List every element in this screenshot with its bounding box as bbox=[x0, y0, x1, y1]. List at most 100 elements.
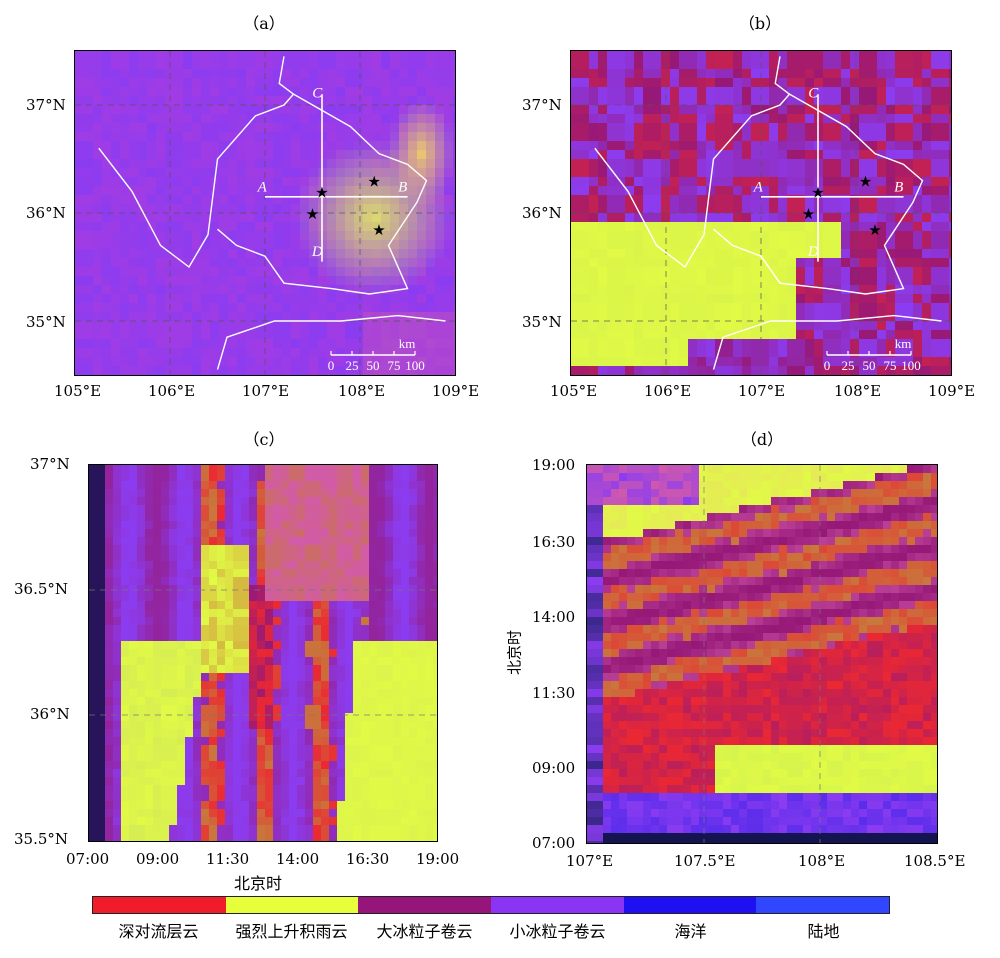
heat-cell bbox=[385, 577, 394, 586]
heat-cell bbox=[300, 78, 310, 88]
heat-cell bbox=[313, 521, 322, 530]
heat-cell bbox=[841, 69, 851, 79]
heat-cell bbox=[273, 673, 282, 682]
heat-cell bbox=[688, 231, 698, 241]
heat-cell bbox=[393, 593, 402, 602]
heat-cell bbox=[877, 60, 887, 70]
heat-cell bbox=[210, 357, 220, 367]
heat-cell bbox=[805, 204, 815, 214]
heat-cell bbox=[733, 87, 743, 97]
heat-cell bbox=[949, 240, 951, 250]
heat-cell bbox=[93, 366, 103, 375]
heat-cell bbox=[589, 258, 599, 268]
heat-cell bbox=[300, 69, 310, 79]
heat-cell bbox=[940, 168, 950, 178]
heat-cell bbox=[138, 222, 148, 232]
heat-cell bbox=[435, 96, 445, 106]
heat-cell bbox=[913, 348, 923, 358]
heat-cell bbox=[850, 330, 860, 340]
heat-cell bbox=[444, 348, 454, 358]
heat-cell bbox=[185, 545, 194, 554]
heat-cell bbox=[120, 258, 130, 268]
heat-cell bbox=[409, 761, 418, 770]
heat-cell bbox=[153, 705, 162, 714]
heat-cell bbox=[715, 249, 725, 259]
heat-cell bbox=[281, 713, 290, 722]
heat-cell bbox=[193, 529, 202, 538]
heat-cell bbox=[273, 561, 282, 570]
heat-cell bbox=[625, 87, 635, 97]
heat-cell bbox=[210, 96, 220, 106]
heat-cell bbox=[265, 649, 274, 658]
heat-cell bbox=[607, 186, 617, 196]
heat-cell bbox=[922, 114, 932, 124]
heat-cell bbox=[913, 141, 923, 151]
heat-cell bbox=[393, 721, 402, 730]
heat-cell bbox=[805, 132, 815, 142]
heat-cell bbox=[249, 665, 258, 674]
heat-cell bbox=[233, 705, 242, 714]
heat-cell bbox=[435, 366, 445, 375]
heat-cell bbox=[147, 348, 157, 358]
heat-cell bbox=[363, 276, 373, 286]
heat-cell bbox=[381, 285, 391, 295]
heat-cell bbox=[401, 489, 410, 498]
heat-cell bbox=[297, 473, 306, 482]
heat-cell bbox=[931, 240, 941, 250]
heat-cell bbox=[97, 529, 106, 538]
heat-cell bbox=[401, 697, 410, 706]
heat-cell bbox=[89, 585, 98, 594]
heat-cell bbox=[255, 276, 265, 286]
heat-cell bbox=[417, 132, 427, 142]
heat-cell bbox=[201, 231, 211, 241]
heat-cell bbox=[372, 330, 382, 340]
heat-cell bbox=[282, 249, 292, 259]
heat-cell bbox=[913, 177, 923, 187]
heat-cell bbox=[751, 339, 761, 349]
heat-cell bbox=[733, 258, 743, 268]
heat-cell bbox=[264, 231, 274, 241]
heat-cell bbox=[138, 168, 148, 178]
heat-cell bbox=[742, 177, 752, 187]
heat-cell bbox=[895, 294, 905, 304]
heat-cell bbox=[102, 303, 112, 313]
heat-cell bbox=[589, 348, 599, 358]
heat-cell bbox=[305, 649, 314, 658]
heat-cell bbox=[417, 497, 426, 506]
heat-cell bbox=[129, 657, 138, 666]
heat-cell bbox=[105, 505, 114, 514]
heat-cell bbox=[733, 321, 743, 331]
heat-cell bbox=[228, 294, 238, 304]
heat-cell bbox=[185, 513, 194, 522]
heat-cell bbox=[625, 240, 635, 250]
heat-cell bbox=[336, 357, 346, 367]
heat-cell bbox=[444, 321, 454, 331]
heat-cell bbox=[426, 141, 436, 151]
heat-cell bbox=[129, 213, 139, 223]
heat-cell bbox=[113, 577, 122, 586]
heat-cell bbox=[409, 481, 418, 490]
heat-cell bbox=[922, 87, 932, 97]
heat-cell bbox=[913, 294, 923, 304]
heat-cell bbox=[217, 705, 226, 714]
heat-cell bbox=[399, 339, 409, 349]
heat-cell bbox=[120, 348, 130, 358]
heat-cell bbox=[289, 489, 298, 498]
heat-cell bbox=[129, 593, 138, 602]
heat-cell bbox=[453, 231, 455, 241]
heat-cell bbox=[363, 240, 373, 250]
heat-cell bbox=[697, 168, 707, 178]
heat-cell bbox=[84, 141, 94, 151]
heat-cell bbox=[931, 168, 941, 178]
heat-cell bbox=[670, 114, 680, 124]
heat-cell bbox=[652, 78, 662, 88]
heat-cell bbox=[814, 348, 824, 358]
heat-cell bbox=[153, 649, 162, 658]
heat-cell bbox=[634, 276, 644, 286]
heat-cell bbox=[643, 222, 653, 232]
heat-cell bbox=[273, 267, 283, 277]
heat-cell bbox=[97, 753, 106, 762]
heat-cell bbox=[940, 285, 950, 295]
heat-cell bbox=[607, 276, 617, 286]
heat-cell bbox=[706, 312, 716, 322]
